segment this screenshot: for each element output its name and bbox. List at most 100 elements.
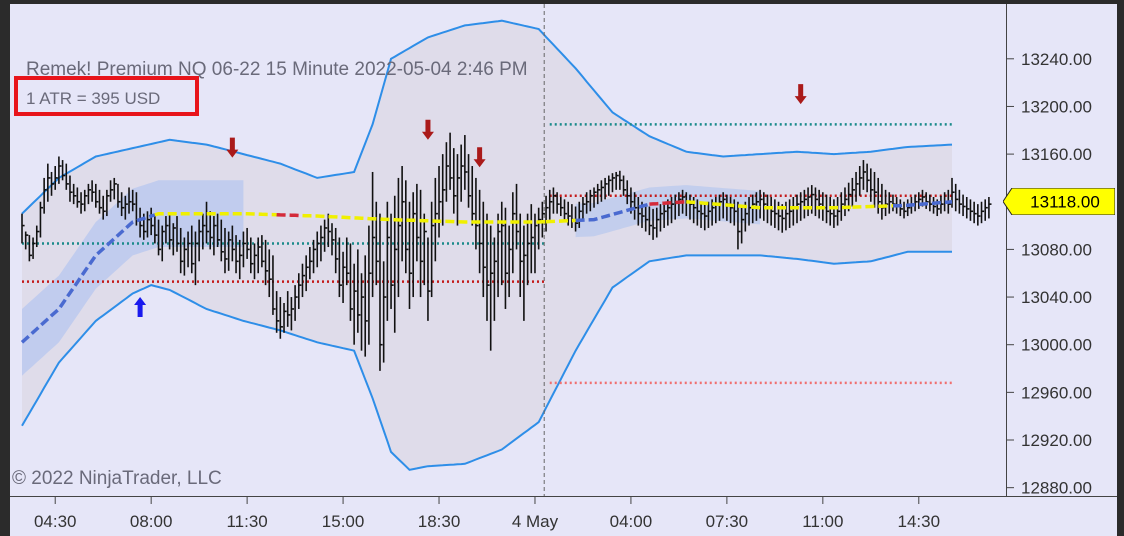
ohlc-bar-100 [390,213,394,309]
ohlc-bar-53 [216,213,221,248]
ohlc-bar-208 [788,199,793,228]
ohlc-bar-239 [903,201,907,219]
ohlc-bar-235 [888,192,892,214]
ohlc-bar-261 [984,199,988,221]
atr-highlight-box [14,76,199,116]
ohlc-bar-256 [965,196,970,219]
ohlc-bar-25 [113,177,117,200]
ohlc-bar-225 [851,177,855,207]
ohlc-bar-49 [202,213,206,250]
ohlc-bar-109 [423,213,427,286]
ohlc-bar-221 [836,196,841,226]
ohlc-bar-262 [988,196,992,219]
ma-segment-6 [649,200,687,206]
ohlc-bar-219 [829,196,833,226]
ohlc-bar-151 [578,201,582,228]
ohlc-bar-213 [807,187,811,217]
copyright-notice: © 2022 NinjaTrader, LLC [12,468,222,489]
ohlc-bar-254 [958,189,962,214]
ohlc-bar-81 [320,225,324,262]
ohlc-bar-132 [508,225,512,298]
ohlc-bar-87 [342,251,346,304]
ohlc-bar-8 [50,171,55,196]
ohlc-bar-253 [954,183,959,212]
time-tick-label-8: 11:00 [802,512,843,531]
ohlc-bar-93 [364,255,368,357]
ohlc-bar-204 [774,199,778,228]
ohlc-bar-155 [593,187,597,208]
ohlc-bar-172 [655,207,660,238]
ohlc-bar-163 [622,175,627,196]
ohlc-bar-126 [486,213,490,321]
price-axis-panel[interactable] [1007,4,1117,496]
ohlc-bar-173 [659,204,664,232]
ohlc-bar-20 [95,183,99,208]
ohlc-bar-90 [353,263,357,345]
ohlc-bar-1 [24,231,29,250]
ohlc-bar-215 [814,187,819,217]
ohlc-bar-52 [213,216,217,256]
ohlc-bar-164 [626,180,630,205]
ohlc-bar-83 [327,213,331,248]
ohlc-bar-23 [106,189,110,217]
ohlc-bar-156 [596,183,601,205]
ohlc-bar-129 [497,213,501,298]
ohlc-bar-193 [733,199,737,226]
ohlc-bar-34 [146,211,151,238]
ohlc-bar-111 [430,201,435,298]
ohlc-bar-7 [47,163,51,202]
time-axis-panel[interactable] [10,497,1117,536]
ohlc-bar-169 [644,204,649,232]
ohlc-bar-116 [449,132,453,190]
ohlc-bar-6 [43,177,47,214]
ma-segment-9 [892,200,953,208]
current-price-badge: 13118.00 [1003,188,1115,215]
ohlc-bar-124 [478,189,483,274]
ohlc-bar-249 [940,195,944,214]
ohlc-bar-82 [323,219,328,252]
price-tick-label-9: 12880.00 [1021,479,1092,498]
price-tick-label-6: 13000.00 [1021,336,1092,355]
ohlc-bar-247 [932,196,937,214]
ohlc-bar-146 [560,196,564,217]
ohlc-bar-24 [109,180,114,202]
ohlc-bar-255 [962,194,966,217]
ohlc-bar-21 [98,189,103,214]
ohlc-bar-226 [855,171,859,202]
ohlc-bar-231 [873,171,878,208]
ohlc-bar-200 [759,189,763,219]
ohlc-bar-223 [844,187,848,217]
ohlc-bar-27 [120,192,125,217]
ohlc-bar-198 [751,194,756,224]
ohlc-bar-85 [334,227,339,274]
ohlc-bar-119 [460,144,464,202]
ohlc-bar-89 [349,243,354,321]
ohlc-bar-142 [545,195,549,232]
current-price-label: 13118.00 [1030,193,1100,212]
ohlc-bar-5 [39,201,44,238]
ohlc-bar-154 [589,189,593,212]
ohlc-bar-32 [139,207,143,238]
ohlc-bar-74 [294,285,298,321]
ohlc-bar-18 [87,183,92,205]
ohlc-bar-94 [368,225,372,345]
current-price-badge-shape [1003,188,1115,215]
ohlc-bar-16 [80,192,84,214]
ohlc-bar-78 [309,247,313,280]
ohlc-bar-189 [718,194,723,221]
price-tick-label-1: 13200.00 [1021,97,1092,116]
ohlc-bar-29 [128,187,132,214]
ohlc-bar-11 [61,160,66,181]
ohlc-bar-47 [194,231,199,286]
ohlc-bar-201 [762,192,767,221]
ohlc-bar-260 [980,201,985,224]
ohlc-bar-131 [504,207,509,309]
ohlc-bar-104 [405,180,409,274]
price-tick-label-4: 13080.00 [1021,240,1092,259]
ohlc-bar-63 [253,243,258,280]
ohlc-bar-243 [917,192,922,209]
ohlc-bar-19 [91,180,95,202]
ohlc-bar-123 [475,177,479,250]
ohlc-bar-41 [172,223,176,256]
